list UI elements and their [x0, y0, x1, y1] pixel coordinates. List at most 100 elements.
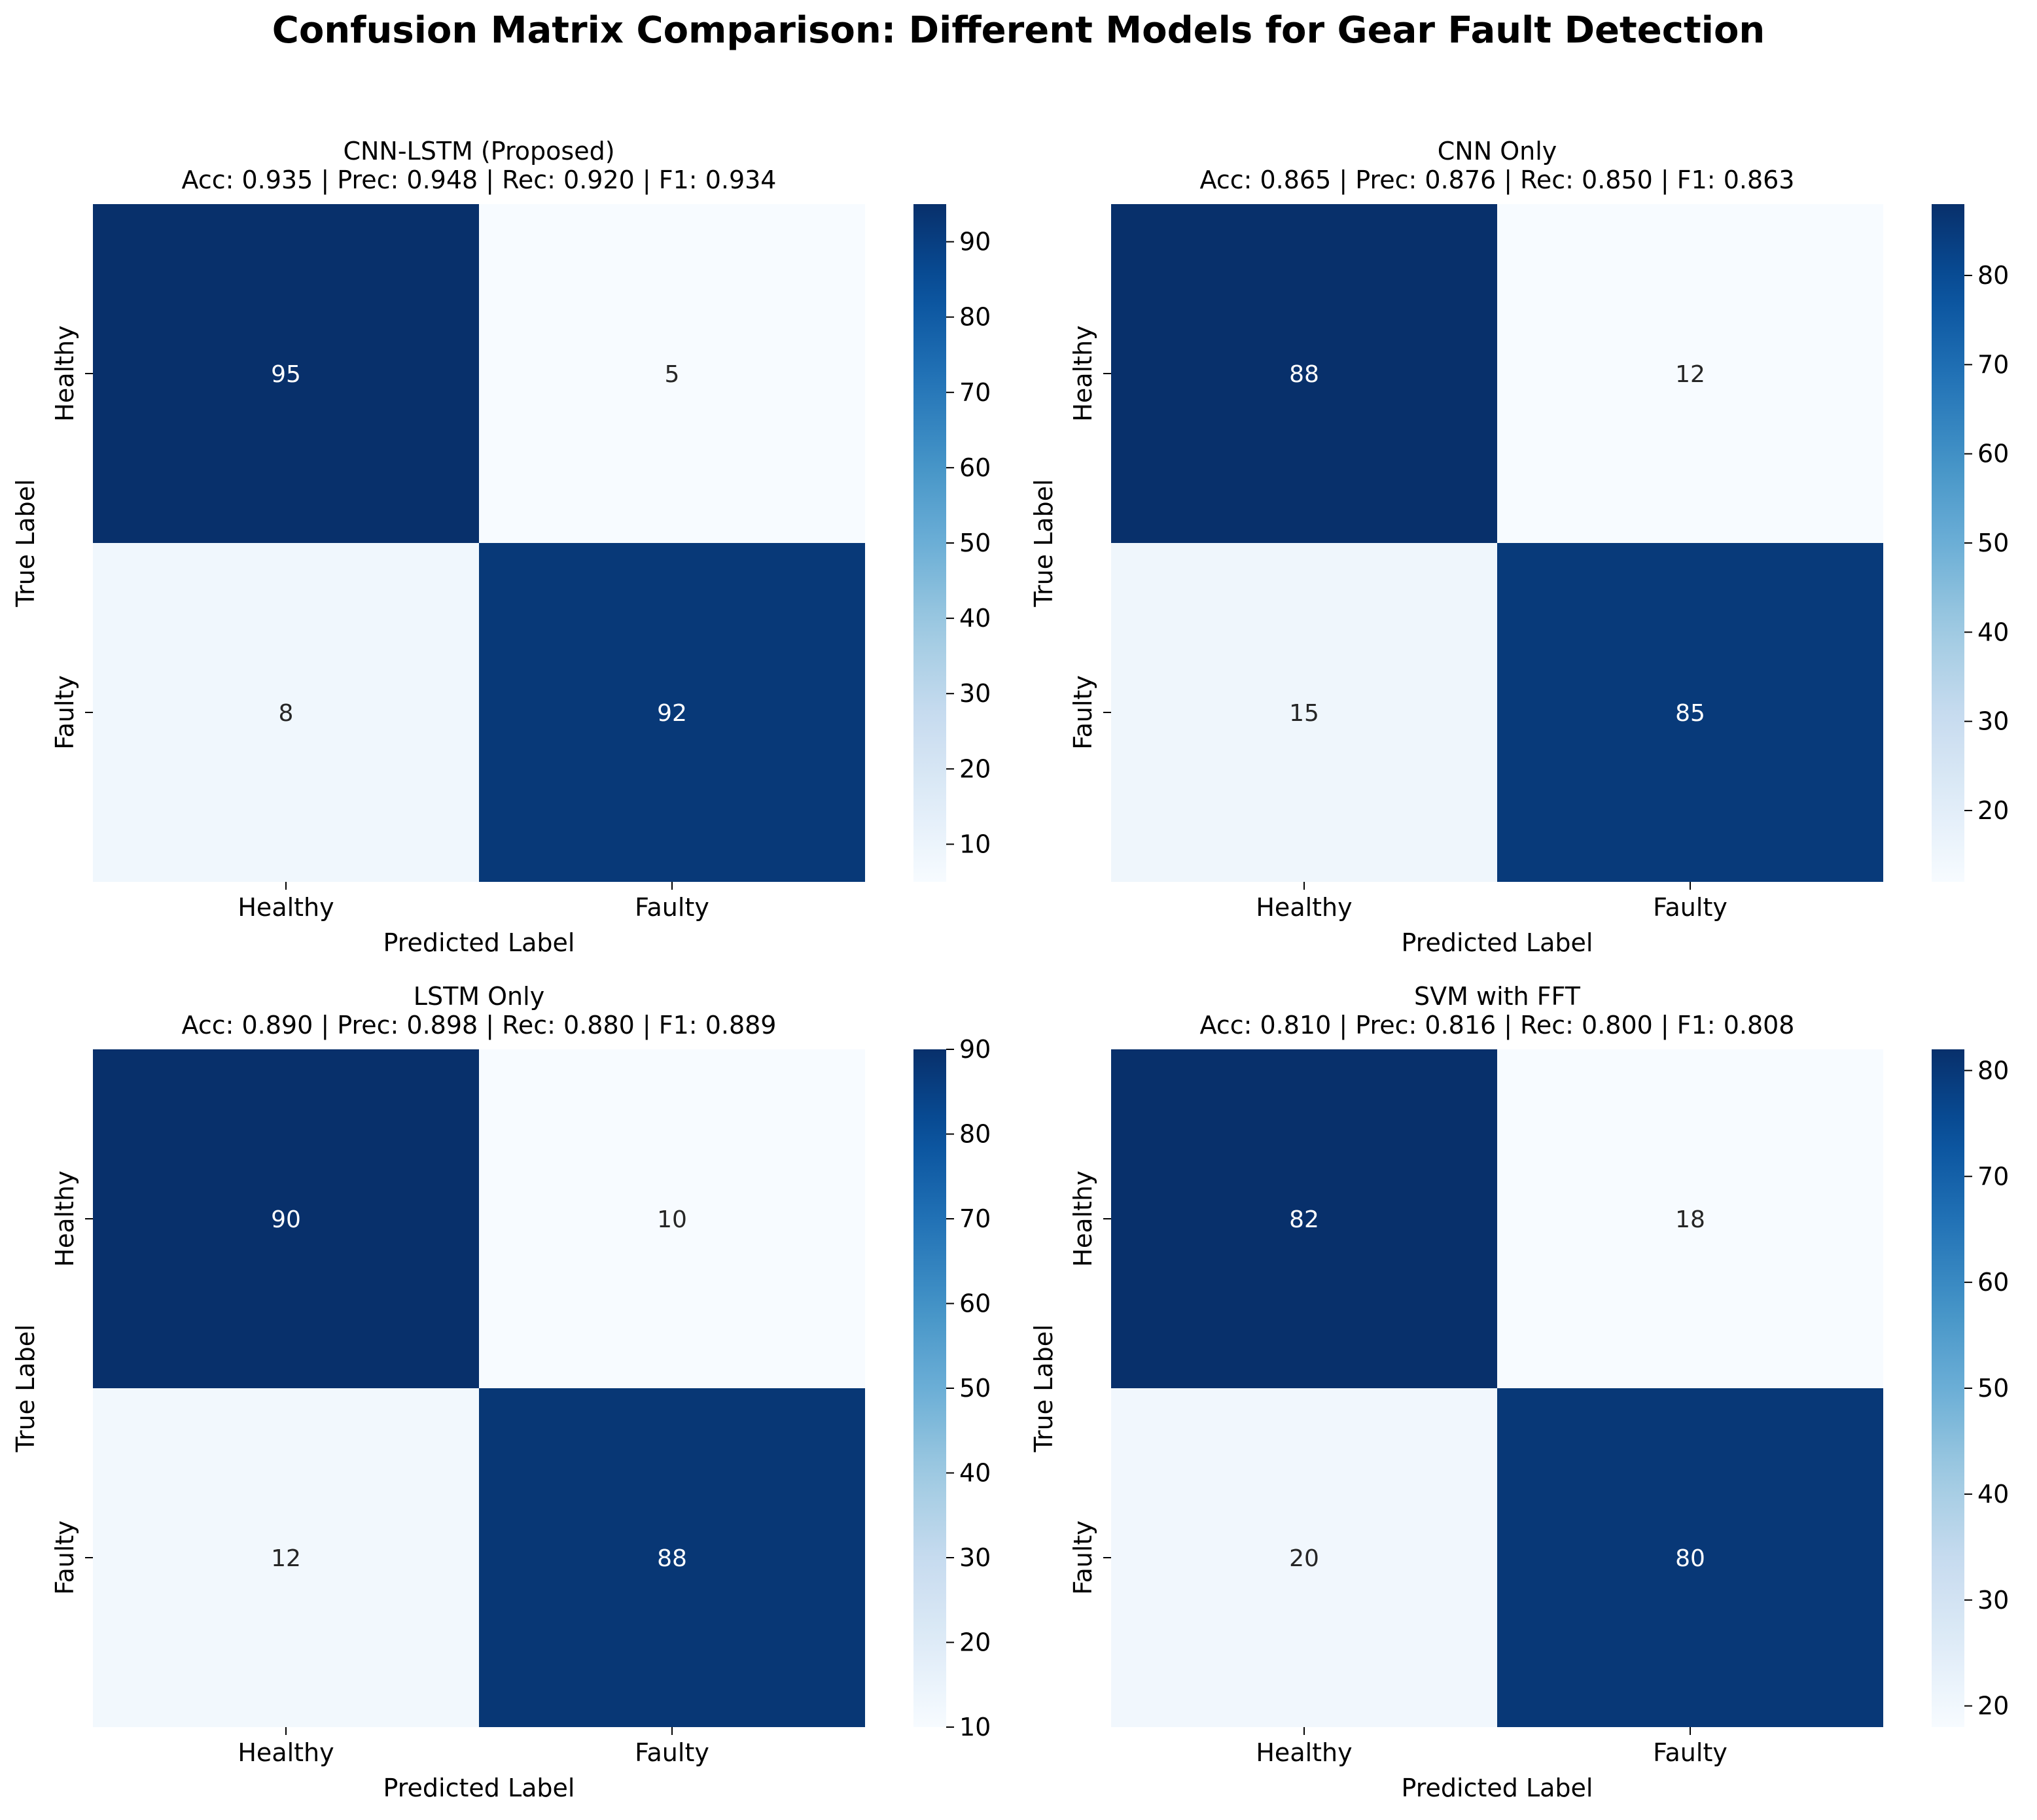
x-axis-label: Predicted Label	[1402, 928, 1593, 957]
colorbar-tick-label-1: 20	[959, 1628, 991, 1657]
colorbar-tick-label-4: 60	[1977, 440, 2009, 468]
colorbar-tick-label-8: 90	[959, 228, 991, 256]
cell-r1-c1	[479, 543, 865, 882]
cell-r0-c1	[479, 1049, 865, 1388]
x-tick-label-0: Healthy	[238, 893, 334, 922]
confusion-matrix-lstm-only: LSTM Only Acc: 0.890 | Prec: 0.898 | Rec…	[0, 953, 1018, 1802]
cell-value-r1-c0: 15	[1289, 700, 1319, 727]
y-tick-label-0: Healthy	[50, 1170, 79, 1267]
y-axis-label: True Label	[1029, 479, 1058, 607]
x-axis-label: Predicted Label	[383, 1774, 575, 1802]
cell-r1-c0	[1111, 543, 1497, 882]
cell-value-r0-c0: 95	[271, 361, 301, 388]
cell-r0-c0	[93, 204, 479, 543]
cell-r1-c1	[1497, 543, 1883, 882]
y-tick-label-1: Faulty	[1069, 675, 1097, 750]
cell-value-r1-c0: 12	[271, 1545, 301, 1572]
x-axis-label: Predicted Label	[383, 928, 575, 957]
cell-value-r0-c0: 82	[1289, 1206, 1319, 1233]
panel-metrics: Acc: 0.865 | Prec: 0.876 | Rec: 0.850 | …	[1199, 166, 1795, 194]
colorbar-tick-label-4: 50	[959, 1374, 991, 1403]
colorbar-tick-label-2: 40	[1977, 618, 2009, 646]
cell-value-r0-c0: 88	[1289, 361, 1319, 388]
cell-r0-c0	[93, 1049, 479, 1388]
y-tick-label-1: Faulty	[50, 1520, 79, 1595]
x-tick-label-1: Faulty	[635, 893, 709, 922]
panel-metrics: Acc: 0.935 | Prec: 0.948 | Rec: 0.920 | …	[181, 166, 777, 194]
colorbar-tick-label-0: 20	[1977, 796, 2009, 825]
figure-title: Confusion Matrix Comparison: Different M…	[272, 9, 1765, 52]
colorbar-tick-label-4: 60	[1977, 1268, 2009, 1297]
panel-metrics: Acc: 0.890 | Prec: 0.898 | Rec: 0.880 | …	[181, 1011, 777, 1040]
x-axis-label: Predicted Label	[1402, 1774, 1593, 1802]
colorbar-tick-label-3: 40	[959, 1459, 991, 1488]
panel-title: CNN-LSTM (Proposed)	[343, 137, 615, 166]
cell-r0-c0	[1111, 204, 1497, 543]
colorbar-tick-label-3: 50	[1977, 1374, 2009, 1403]
heatmap-svg: 90 10 12 88 Healthy Faulty Predicted Label Heal…	[11, 1035, 991, 1802]
colorbar	[1932, 1049, 1964, 1727]
colorbar-tick-label-1: 20	[959, 754, 991, 783]
y-tick-label-0: Healthy	[1069, 1170, 1097, 1267]
cell-value-r0-c1: 10	[657, 1206, 687, 1233]
heatmap-svg: 95 5 8 92 Healthy Faulty Predicted Label Health…	[11, 204, 991, 957]
confusion-matrix-svm-fft: SVM with FFT Acc: 0.810 | Prec: 0.816 | …	[1018, 953, 2036, 1802]
cell-value-r0-c0: 90	[271, 1206, 301, 1233]
colorbar-tick-label-0: 20	[1977, 1692, 2009, 1721]
colorbar-tick-label-6: 80	[1977, 261, 2009, 290]
colorbar-tick-label-0: 10	[959, 830, 991, 858]
x-tick-label-0: Healthy	[1256, 893, 1352, 922]
cell-value-r1-c0: 8	[279, 700, 294, 727]
colorbar	[1932, 204, 1964, 882]
y-axis-label: True Label	[1029, 1324, 1058, 1452]
confusion-matrix-cnn-only: CNN Only Acc: 0.865 | Prec: 0.876 | Rec:…	[1018, 131, 2036, 975]
colorbar-tick-label-1: 30	[1977, 1586, 2009, 1615]
colorbar	[913, 204, 946, 882]
colorbar-tick-label-0: 10	[959, 1713, 991, 1741]
x-tick-label-0: Healthy	[238, 1738, 334, 1767]
cell-r1-c0	[93, 1388, 479, 1727]
colorbar-tick-label-5: 70	[1977, 1162, 2009, 1191]
confusion-matrix-cnn-lstm: CNN-LSTM (Proposed) Acc: 0.935 | Prec: 0…	[0, 131, 1018, 975]
colorbar-tick-label-8: 90	[959, 1035, 991, 1064]
x-tick-label-1: Faulty	[1653, 893, 1727, 922]
panel-title: CNN Only	[1437, 137, 1557, 166]
y-tick-label-1: Faulty	[1069, 1520, 1097, 1595]
colorbar-tick-label-7: 80	[959, 1120, 991, 1149]
cell-value-r1-c1: 88	[657, 1545, 687, 1572]
heatmap-svg: 82 18 20 80 Healthy Faulty Predicted Label Heal…	[1029, 1049, 2009, 1802]
cell-r0-c0	[1111, 1049, 1497, 1388]
colorbar-tick-label-1: 30	[1977, 707, 2009, 736]
colorbar-tick-label-5: 70	[1977, 350, 2009, 379]
cell-r1-c1	[479, 1388, 865, 1727]
y-axis-label: True Label	[11, 479, 40, 607]
cell-r0-c1	[479, 204, 865, 543]
colorbar-tick-label-6: 70	[959, 378, 991, 407]
x-tick-label-0: Healthy	[1256, 1738, 1352, 1767]
cell-r1-c0	[93, 543, 479, 882]
colorbar-tick-label-7: 80	[959, 303, 991, 332]
cell-value-r1-c1: 85	[1675, 700, 1705, 727]
cell-value-r1-c1: 92	[657, 700, 687, 727]
y-tick-label-1: Faulty	[50, 675, 79, 750]
colorbar-tick-label-2: 30	[959, 1543, 991, 1572]
colorbar-tick-label-2: 30	[959, 679, 991, 708]
cell-value-r0-c1: 5	[665, 361, 680, 388]
cell-r1-c0	[1111, 1388, 1497, 1727]
y-axis-label: True Label	[11, 1324, 40, 1452]
x-tick-label-1: Faulty	[635, 1738, 709, 1767]
cell-r0-c1	[1497, 1049, 1883, 1388]
colorbar-tick-label-4: 50	[959, 529, 991, 557]
cell-value-r1-c0: 20	[1289, 1545, 1319, 1572]
cell-r0-c1	[1497, 204, 1883, 543]
colorbar-tick-label-3: 40	[959, 604, 991, 633]
heatmap-svg: 88 12 15 85 Healthy Faulty Predicted Label Heal…	[1029, 204, 2009, 957]
colorbar-tick-label-5: 60	[959, 453, 991, 482]
panel-title: SVM with FFT	[1414, 982, 1580, 1011]
colorbar-tick-label-2: 40	[1977, 1480, 2009, 1509]
colorbar-tick-label-5: 60	[959, 1289, 991, 1318]
y-tick-label-0: Healthy	[50, 325, 79, 421]
y-tick-label-0: Healthy	[1069, 325, 1097, 421]
cell-value-r1-c1: 80	[1675, 1545, 1705, 1572]
cell-r1-c1	[1497, 1388, 1883, 1727]
